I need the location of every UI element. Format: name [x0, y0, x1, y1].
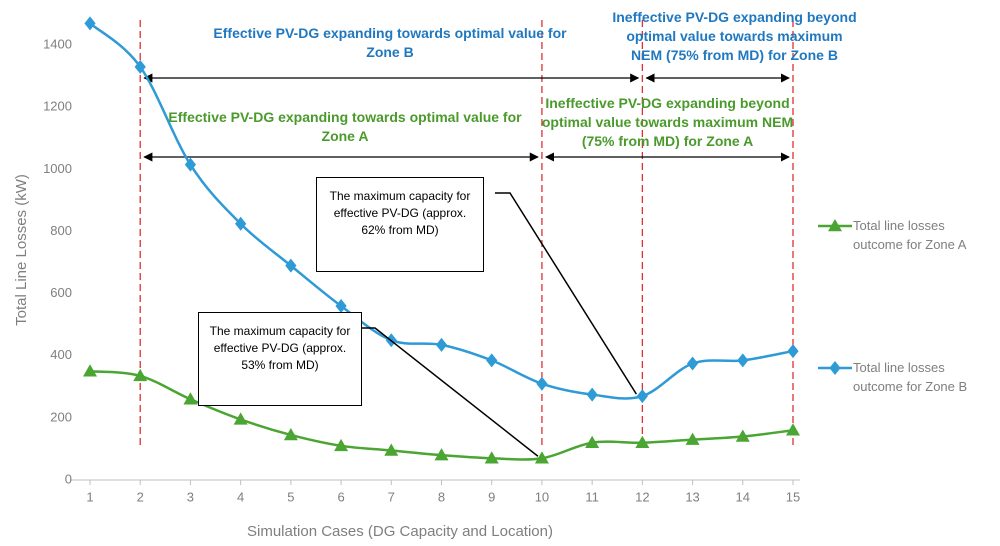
- triangle-marker: [183, 392, 198, 405]
- diamond-marker: [184, 157, 197, 172]
- diamond-marker: [586, 387, 598, 402]
- callout-leader: [495, 192, 637, 395]
- x-tick-label: 2: [137, 489, 144, 504]
- triangle-marker: [233, 412, 248, 425]
- x-tick-label: 14: [736, 489, 750, 504]
- diamond-marker: [686, 356, 699, 371]
- triangle-marker: [828, 219, 842, 232]
- y-tick-label: 800: [50, 223, 72, 238]
- callout-box: The maximum capacity for effective PV-DG…: [316, 177, 484, 272]
- x-tick-label: 7: [388, 489, 395, 504]
- x-tick-label: 12: [635, 489, 649, 504]
- annotation: Effective PV-DG expanding towards optima…: [213, 25, 567, 60]
- y-axis-label: Total Line Losses (kW): [13, 174, 30, 326]
- triangle-marker: [484, 451, 499, 464]
- x-tick-label: 15: [786, 489, 800, 504]
- triangle-marker: [283, 427, 298, 441]
- y-tick-label: 0: [65, 471, 72, 486]
- x-tick-label: 13: [685, 489, 699, 504]
- series-line: [89, 370, 794, 461]
- x-tick-label: 3: [187, 489, 194, 504]
- diamond-marker: [235, 216, 247, 231]
- x-tick-label: 11: [585, 489, 599, 504]
- diamond-marker: [636, 389, 648, 404]
- triangle-marker: [334, 438, 349, 452]
- y-tick-label: 400: [50, 347, 72, 362]
- diamond-marker: [84, 16, 96, 31]
- diamond-marker: [829, 361, 841, 375]
- triangle-marker: [735, 429, 750, 442]
- diamond-marker: [335, 299, 347, 314]
- diamond-marker: [435, 337, 448, 352]
- x-axis-label: Simulation Cases (DG Capacity and Locati…: [247, 523, 553, 540]
- triangle-marker: [635, 435, 650, 448]
- triangle-marker: [384, 443, 399, 456]
- diamond-marker: [536, 376, 548, 391]
- x-tick-label: 6: [337, 489, 344, 504]
- legend-label: Total line losses outcome for Zone A: [853, 218, 967, 252]
- x-tick-label: 5: [287, 489, 294, 504]
- triangle-marker: [685, 432, 700, 445]
- triangle-marker: [786, 423, 800, 436]
- legend-label: Total line losses outcome for Zone B: [853, 360, 968, 394]
- triangle-marker: [133, 368, 148, 382]
- annotation: Ineffective PV-DG expanding beyond optim…: [612, 9, 857, 63]
- triangle-marker: [83, 364, 97, 377]
- y-tick-label: 1000: [43, 161, 72, 176]
- triangle-marker: [585, 435, 600, 448]
- x-tick-label: 8: [438, 489, 445, 504]
- callout-box: The maximum capacity for effective PV-DG…: [198, 312, 362, 406]
- y-tick-label: 600: [50, 285, 72, 300]
- diamond-marker: [737, 353, 749, 368]
- x-tick-label: 4: [237, 489, 244, 504]
- diamond-marker: [486, 353, 498, 368]
- y-tick-label: 1400: [43, 37, 72, 52]
- triangle-marker: [434, 448, 449, 461]
- y-tick-label: 200: [50, 409, 72, 424]
- annotation: Ineffective PV-DG expanding beyond optim…: [541, 95, 794, 149]
- diamond-marker: [134, 59, 146, 74]
- y-tick-label: 1200: [43, 99, 72, 114]
- triangle-marker: [534, 451, 549, 464]
- x-tick-label: 9: [488, 489, 495, 504]
- annotation: Effective PV-DG expanding towards optima…: [168, 109, 522, 144]
- diamond-marker: [285, 258, 297, 273]
- diamond-marker: [787, 344, 799, 359]
- x-tick-label: 10: [535, 489, 549, 504]
- x-tick-label: 1: [86, 489, 93, 504]
